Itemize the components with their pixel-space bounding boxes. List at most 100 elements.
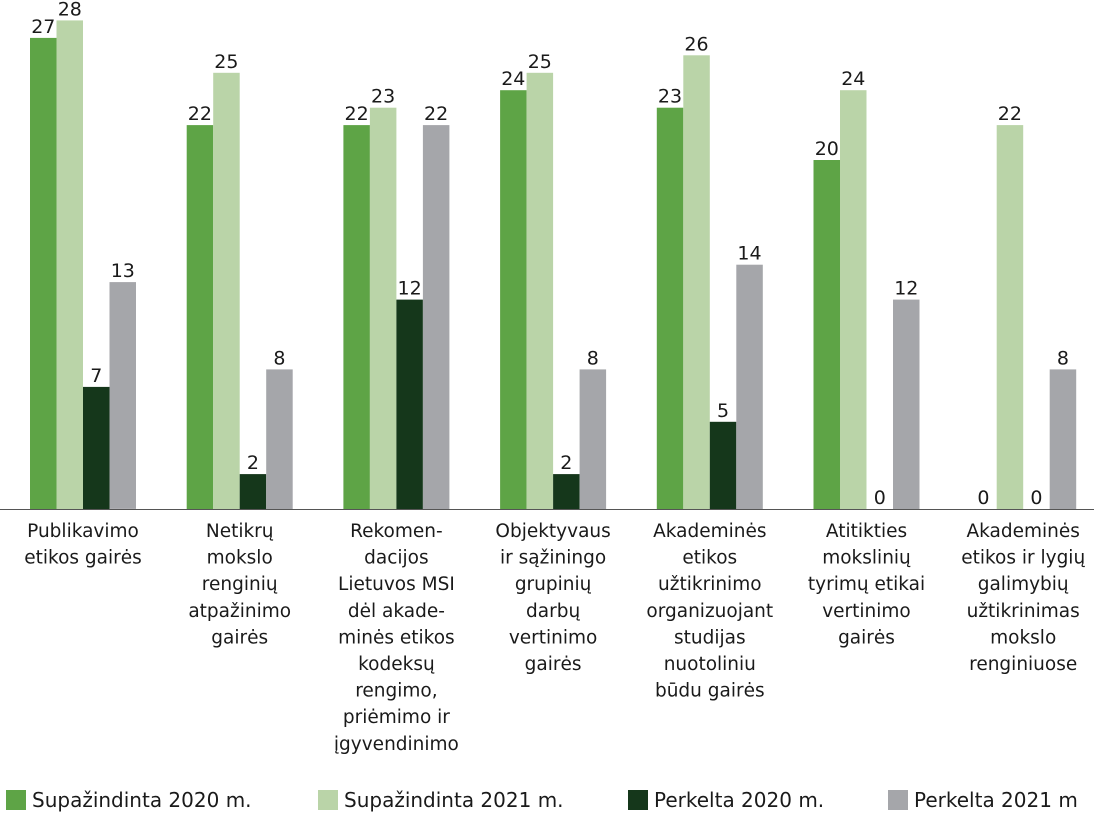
category-label-line: Lietuvos MSI	[338, 574, 455, 595]
bar	[30, 37, 57, 510]
legend-swatch	[628, 790, 648, 810]
category-label: Objektyvaus ir sąžiningo grupinių darbų vert…	[495, 521, 610, 675]
category-label: Akademinės etikos ir lygių galimybių užtikr…	[961, 521, 1085, 675]
category-label: Atitikties mokslinių tyrimų etikai vertinim…	[808, 521, 925, 648]
category-label-line: vertinimo	[822, 601, 911, 622]
bar	[526, 72, 554, 510]
bar	[813, 160, 840, 509]
category-labels-group: Publikavimo etikos gairės Netikrų mokslo ren…	[24, 521, 1085, 755]
category-label-line: užtikrinimo	[658, 574, 762, 595]
data-label: 22	[188, 103, 212, 125]
category-label-line: renginių	[202, 574, 278, 595]
bar	[343, 125, 370, 509]
category-label-line: tyrimų etikai	[808, 574, 925, 595]
category-label-line: etikos gairės	[24, 548, 142, 569]
data-label: 26	[684, 33, 708, 55]
bar	[1049, 369, 1077, 509]
data-label: 24	[501, 68, 525, 90]
legend-swatch	[318, 790, 338, 810]
bar	[579, 369, 607, 509]
bars-group	[30, 20, 1077, 510]
category-label-line: Akademinės	[966, 521, 1079, 542]
category-label-line: etikos	[682, 548, 737, 569]
category-label-line: vertinimo	[509, 627, 598, 648]
data-label: 23	[658, 86, 682, 108]
bar	[840, 90, 867, 509]
category-label-line: rengimo,	[355, 681, 437, 702]
category-label-line: renginiuose	[969, 654, 1077, 675]
legend-label: Perkelta 2021 m	[914, 788, 1078, 812]
legend-swatch	[888, 790, 908, 810]
bar	[683, 55, 710, 510]
category-label-line: mokslinių	[822, 548, 911, 569]
category-label: Akademinės etikos užtikrinimo organizuojant…	[646, 521, 773, 702]
category-label-line: galimybių	[978, 574, 1069, 595]
category-label-line: būdu gairės	[655, 681, 765, 702]
category-label-line: mokslo	[990, 627, 1056, 648]
data-label: 27	[31, 16, 55, 38]
bar	[893, 299, 920, 509]
category-label-line: organizuojant	[646, 601, 773, 622]
data-label: 13	[111, 260, 135, 282]
legend-label: Supažindinta 2021 m.	[344, 788, 564, 812]
data-label: 5	[717, 400, 729, 422]
bar	[422, 125, 450, 509]
bar	[109, 282, 136, 509]
bar	[396, 299, 423, 509]
data-label: 24	[841, 68, 865, 90]
data-label: 0	[977, 487, 989, 509]
legend-label: Perkelta 2020 m.	[654, 788, 825, 812]
category-label: Netikrų mokslo renginių atpažinimo gairės	[188, 521, 291, 648]
category-label-line: grupinių	[515, 574, 592, 595]
category-label: Publikavimo etikos gairės	[24, 521, 142, 569]
data-label: 0	[1030, 487, 1042, 509]
legend-swatch	[6, 790, 26, 810]
bar	[656, 107, 684, 509]
category-label-line: atpažinimo	[188, 601, 291, 622]
category-label-line: nuotoliniu	[664, 654, 756, 675]
bar	[709, 421, 737, 510]
data-label: 12	[894, 278, 918, 300]
bar	[239, 474, 267, 509]
data-label: 0	[874, 487, 886, 509]
legend-item: Perkelta 2021 m	[888, 788, 1078, 812]
data-label: 2	[247, 452, 259, 474]
data-label: 14	[737, 243, 761, 265]
bar	[736, 264, 763, 509]
category-label-line: Atitikties	[826, 521, 907, 542]
data-label: 22	[345, 103, 369, 125]
category-label-line: Akademinės	[653, 521, 766, 542]
value-labels-group: 2728713222528222312222425282326514202401…	[31, 0, 1069, 509]
data-label: 20	[815, 138, 839, 160]
legend-label: Supažindinta 2020 m.	[32, 788, 252, 812]
category-label-line: etikos ir lygių	[961, 548, 1085, 569]
bar	[369, 107, 397, 509]
category-label-line: gairės	[838, 627, 895, 648]
data-label: 8	[587, 347, 599, 369]
category-label-line: dacijos	[364, 548, 429, 569]
category-label-line: Rekomen-	[350, 521, 443, 542]
data-label: 8	[1057, 347, 1069, 369]
data-label: 2	[560, 452, 572, 474]
bar	[996, 125, 1024, 509]
bar	[56, 20, 83, 510]
data-label: 12	[398, 278, 422, 300]
bar	[500, 90, 527, 509]
category-label-line: minės etikos	[338, 627, 455, 648]
data-label: 8	[273, 347, 285, 369]
category-label-line: įgyvendinimo	[334, 734, 459, 755]
category-label-line: studijas	[674, 627, 746, 648]
category-label-line: priėmimo ir	[343, 707, 450, 728]
bar	[266, 369, 293, 509]
data-label: 22	[998, 103, 1022, 125]
legend-item: Supažindinta 2020 m.	[6, 788, 252, 812]
category-label-line: Netikrų	[206, 521, 274, 542]
category-label-line: Publikavimo	[27, 521, 139, 542]
data-label: 22	[424, 103, 448, 125]
category-label-line: Objektyvaus	[495, 521, 610, 542]
category-label: Rekomen-dacijos Lietuvos MSI dėl akade-min…	[334, 521, 459, 755]
legend: Supažindinta 2020 m. Supažindinta 2021 m…	[0, 788, 1094, 814]
category-label-line: kodeksų	[358, 654, 435, 675]
data-label: 23	[371, 86, 395, 108]
